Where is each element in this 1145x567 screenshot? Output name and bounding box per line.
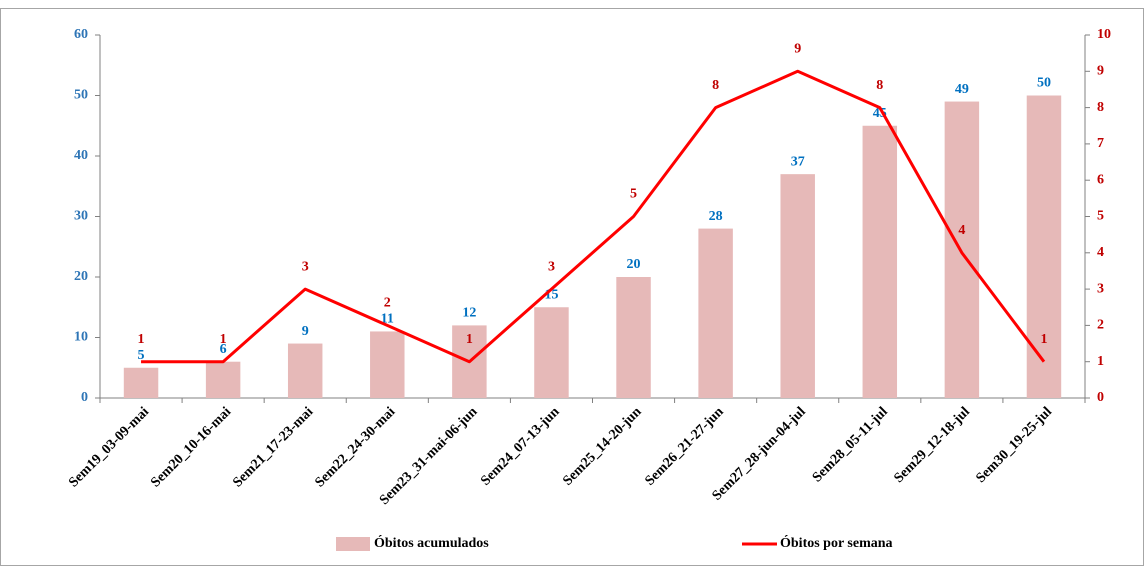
bar-value-label: 28: [709, 209, 723, 224]
x-tick-label: Sem22_24-30-mai: [312, 404, 398, 490]
line-value-label: 2: [384, 296, 391, 311]
bar: [698, 228, 733, 398]
line-value-label: 8: [712, 78, 719, 93]
y2-tick-label: 10: [1097, 27, 1111, 42]
y2-tick-label: 1: [1097, 354, 1104, 369]
bar-value-label: 49: [955, 82, 969, 97]
y-tick-label: 60: [74, 27, 88, 42]
x-tick-label: Sem24_07-13-jun: [478, 404, 562, 488]
line-value-label: 9: [794, 42, 801, 57]
line-value-label: 3: [302, 259, 309, 274]
y2-tick-label: 8: [1097, 100, 1104, 115]
y2-tick-label: 2: [1097, 318, 1104, 333]
y-tick-label: 0: [81, 390, 88, 405]
x-tick-label: Sem20_10-16-mai: [148, 404, 234, 490]
line-value-label: 3: [548, 259, 555, 274]
x-tick-label: Sem27_28-jun-04-jul: [710, 404, 809, 503]
line-value-label: 5: [630, 187, 637, 202]
line: [141, 69, 1046, 364]
y2-tick-label: 5: [1097, 209, 1104, 224]
bar: [370, 331, 405, 398]
y-tick-label: 10: [74, 330, 88, 345]
bar: [1026, 95, 1062, 398]
x-tick-label: Sem19_03-09-mai: [66, 404, 152, 490]
bar: [862, 125, 898, 398]
bar: [287, 343, 323, 398]
bar-value-label: 6: [220, 342, 227, 357]
y-tick-label: 50: [74, 88, 88, 103]
y-tick-label: 30: [74, 209, 88, 224]
y2-tick-label: 6: [1097, 172, 1104, 187]
y-tick-label: 20: [74, 269, 88, 284]
bar-value-label: 45: [873, 106, 887, 121]
line-value-label: 1: [466, 332, 473, 347]
bar-value-label: 37: [791, 154, 805, 169]
y2-tick-label: 3: [1097, 281, 1104, 296]
bar: [534, 307, 569, 398]
x-tick-label: Sem21_17-23-mai: [230, 404, 316, 490]
bar: [205, 361, 241, 398]
legend-label: Óbitos acumulados: [374, 534, 489, 551]
line-value-label: 8: [876, 78, 883, 93]
chart-frame: [0, 8, 1144, 566]
legend-label: Óbitos por semana: [780, 534, 893, 551]
y2-tick-label: 9: [1097, 64, 1104, 79]
bar-value-label: 12: [462, 306, 476, 321]
bar: [780, 174, 815, 398]
x-tick-label: Sem28_05-11-jul: [810, 404, 891, 485]
x-tick-label: Sem30_19-25-jul: [974, 404, 1056, 486]
y2-tick-label: 0: [1097, 390, 1104, 405]
x-tick-label: Sem26_21-27-jun: [642, 404, 726, 488]
line-value-label: 1: [220, 332, 227, 347]
bar-value-label: 20: [627, 257, 641, 272]
bar-value-label: 9: [302, 324, 309, 339]
y2-tick-label: 7: [1097, 136, 1104, 151]
x-tick-label: Sem25_14-20-jun: [560, 404, 644, 488]
bar-value-label: 5: [138, 348, 145, 363]
bar-value-label: 50: [1037, 76, 1051, 91]
y2-tick-label: 4: [1097, 245, 1104, 260]
x-tick-label: Sem29_12-18-jul: [891, 404, 973, 486]
bar: [123, 367, 159, 398]
line-value-label: 1: [1040, 332, 1047, 347]
legend-swatch: [336, 537, 370, 551]
bar: [616, 277, 651, 398]
y-tick-label: 40: [74, 148, 88, 163]
line-value-label: 1: [138, 332, 145, 347]
line-value-label: 4: [958, 223, 965, 238]
